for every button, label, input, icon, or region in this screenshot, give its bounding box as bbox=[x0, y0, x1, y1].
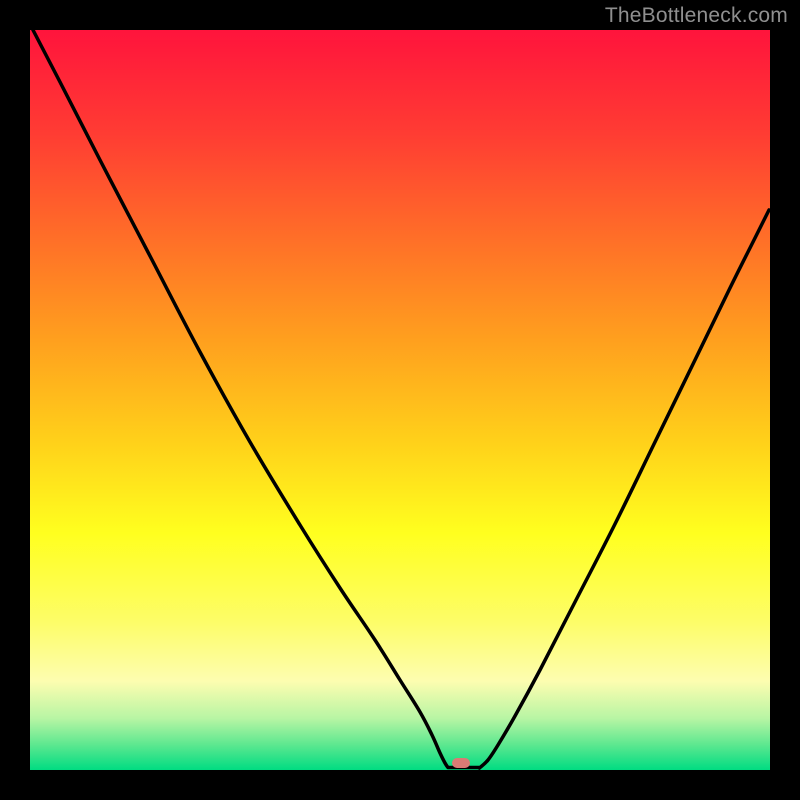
curve-layer bbox=[0, 0, 800, 800]
watermark-text: TheBottleneck.com bbox=[605, 4, 788, 28]
minimum-marker bbox=[452, 758, 470, 768]
bottleneck-chart: TheBottleneck.com bbox=[0, 0, 800, 800]
bottleneck-curve bbox=[33, 30, 769, 768]
